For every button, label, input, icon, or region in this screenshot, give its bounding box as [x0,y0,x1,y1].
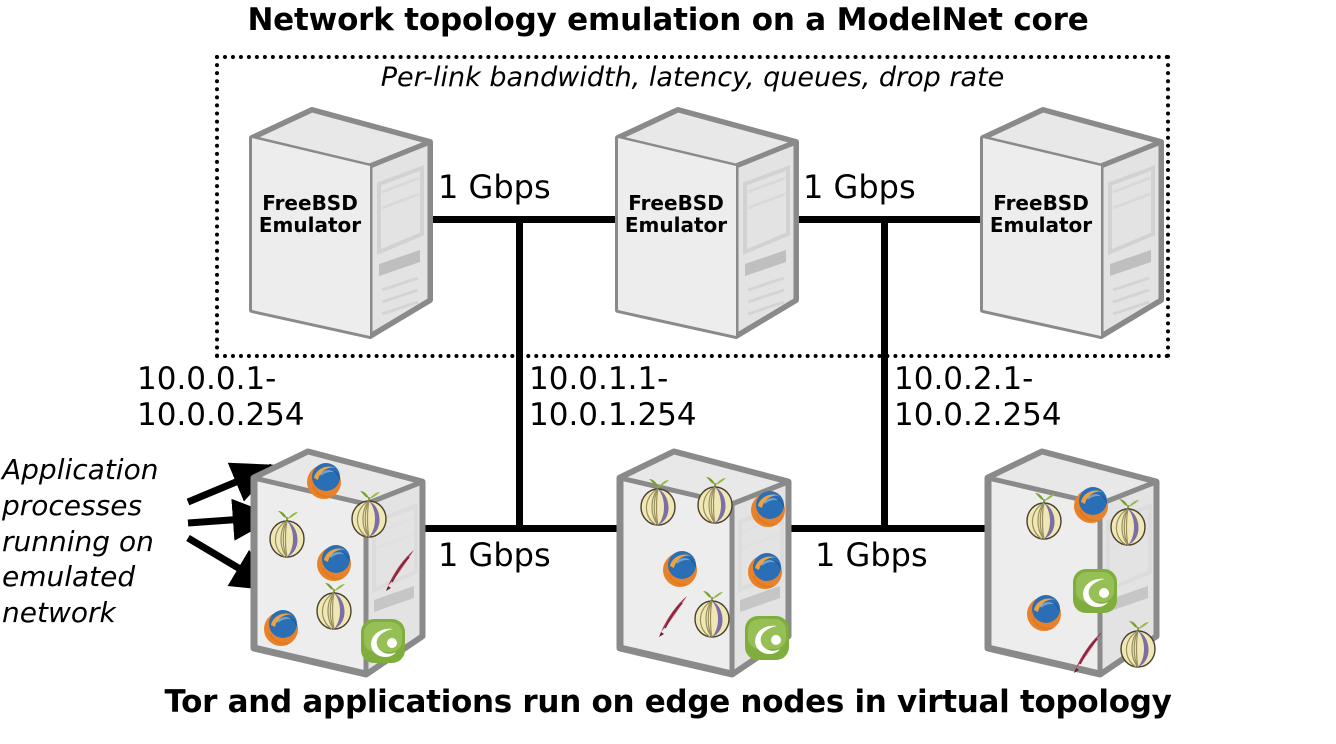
ip-range-1-label: 10.0.0.1- 10.0.0.254 [137,361,305,433]
emulator-1-tower: FreeBSD Emulator [246,104,436,344]
tor-onion-icon [632,476,684,528]
firefox-icon [1020,588,1068,636]
apache-feather-icon [1064,626,1112,674]
edge-node-1-tower [248,448,428,680]
bittorrent-icon [1070,566,1120,616]
page-title: Network topology emulation on a ModelNet… [247,2,1089,38]
firefox-icon [741,546,789,594]
core-subtitle: Per-link bandwidth, latency, queues, dro… [380,62,1005,93]
page-caption: Tor and applications run on edge nodes i… [164,684,1172,720]
tor-onion-icon [1102,496,1154,548]
firefox-icon [656,544,704,592]
firefox-icon [310,538,358,586]
modelnet-core-boundary [215,55,1170,358]
firefox-icon [744,484,792,532]
application-processes-annotation: Application processes running on emulate… [2,453,159,630]
firefox-icon [1067,480,1115,528]
core-link-2-label: 1 Gbps [803,168,916,206]
edge-link-2-label: 1 Gbps [815,536,928,574]
vertical-link-2 [881,216,888,532]
emulator-3-tower: FreeBSD Emulator [977,104,1167,344]
emulator-2-tower: FreeBSD Emulator [612,104,802,344]
firefox-icon [257,603,305,651]
tor-onion-icon [686,588,738,640]
tor-onion-icon [308,580,360,632]
tor-onion-icon [343,488,395,540]
edge-node-3-tower [982,448,1162,680]
bittorrent-icon [742,613,792,663]
edge-link-1-line [405,525,645,532]
core-link-1-line [405,216,645,223]
firefox-icon [300,456,348,504]
tor-onion-icon [689,474,741,526]
edge-node-2-tower [614,448,794,680]
edge-link-2-line [770,525,1010,532]
vertical-link-1 [516,216,523,532]
core-link-1-label: 1 Gbps [438,168,551,206]
apache-feather-icon [376,544,424,592]
edge-link-1-label: 1 Gbps [438,536,551,574]
ip-range-3-label: 10.0.2.1- 10.0.2.254 [894,361,1062,433]
tor-onion-icon [261,508,313,560]
ip-range-2-label: 10.0.1.1- 10.0.1.254 [529,361,697,433]
tor-onion-icon [1018,490,1070,542]
bittorrent-icon [358,616,408,666]
tor-onion-icon [1112,618,1164,670]
apache-feather-icon [649,590,697,638]
core-link-2-line [770,216,1010,223]
